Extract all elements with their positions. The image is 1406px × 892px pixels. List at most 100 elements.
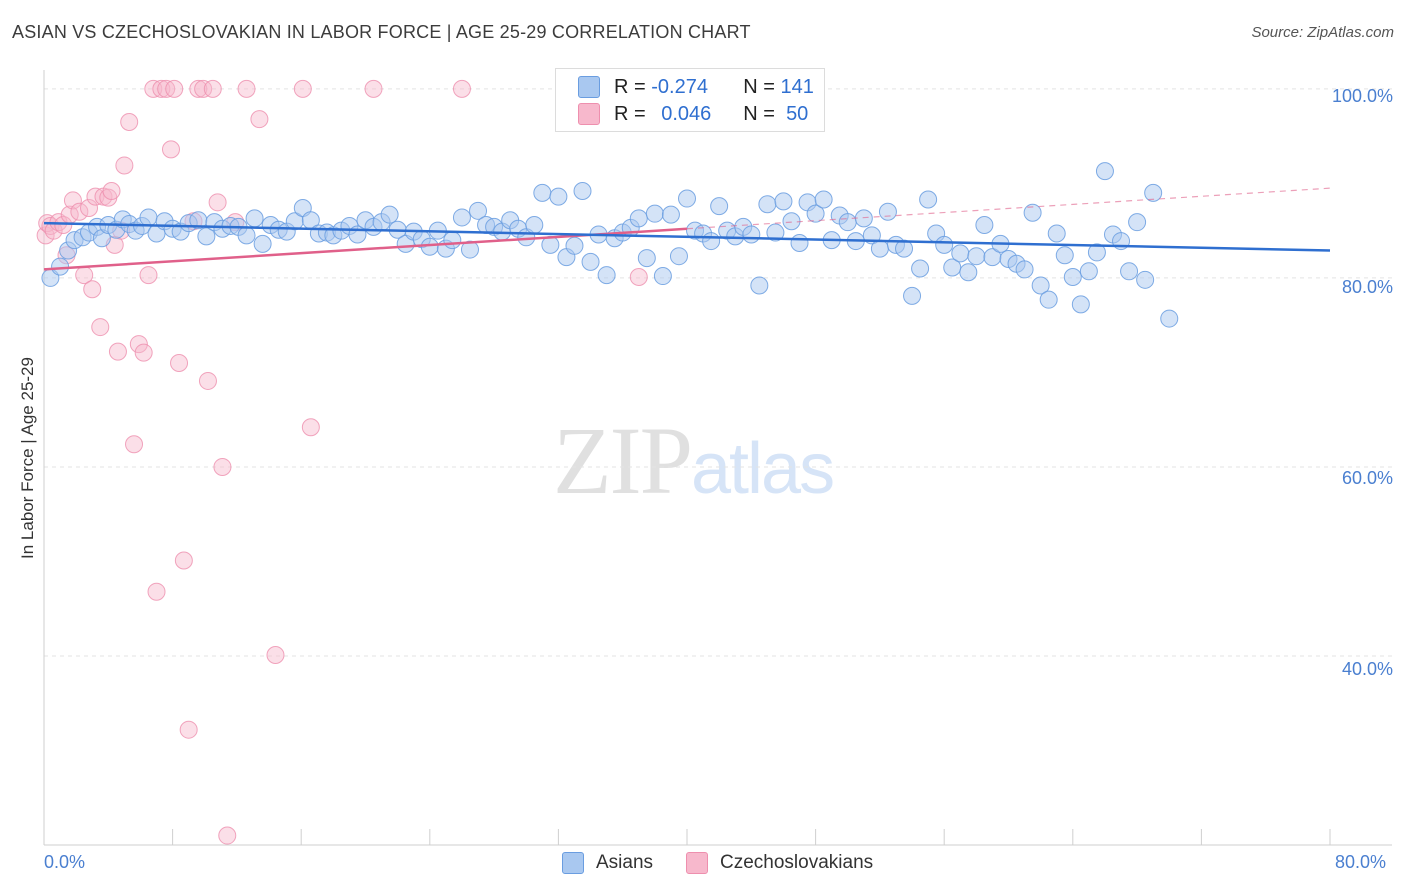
asian-point [1015, 260, 1034, 279]
asian-point [443, 231, 462, 250]
asian-point [790, 233, 809, 252]
legend-n-value-czech: 50 [786, 102, 809, 125]
legend-r-value-asian: -0.274 [651, 75, 708, 98]
watermark: ZIPatlas [553, 405, 835, 516]
asian-point [911, 259, 930, 278]
czech-point [208, 193, 227, 212]
legend-row-asian: R = -0.274 N = 141 [578, 74, 814, 100]
watermark-atlas: atlas [691, 429, 835, 509]
asian-point [139, 208, 158, 227]
legend-n-label: N = [743, 75, 775, 98]
legend-n-label: N = [743, 102, 775, 125]
legend-swatch-czech [578, 103, 600, 125]
czech-point [125, 435, 144, 454]
czech-point [266, 646, 285, 665]
asian-point [1144, 183, 1163, 202]
asian-point [766, 223, 785, 242]
bottom-legend-swatch-asian [562, 852, 584, 874]
czech-point [452, 79, 471, 98]
asian-point [878, 202, 897, 221]
czech-point [139, 266, 158, 285]
legend-r-value-czech: 0.046 [661, 102, 712, 125]
czech-point [115, 156, 134, 175]
czech-point [83, 280, 102, 299]
source-credit: Source: ZipAtlas.com [1251, 24, 1394, 41]
czech-point [63, 191, 82, 210]
asian-point [533, 183, 552, 202]
asian-point [1023, 203, 1042, 222]
y-tick-label-100: 100.0% [1331, 86, 1393, 106]
bottom-legend-label-czech: Czechoslovakians [720, 852, 874, 873]
asian-point [565, 236, 584, 255]
czech-point [203, 79, 222, 98]
asian-point [774, 192, 793, 211]
asian-point [1128, 213, 1147, 232]
asian-point [1063, 267, 1082, 286]
bottom-legend-label-asian: Asians [596, 852, 654, 873]
legend-r-label: R = [614, 102, 646, 125]
asian-point [758, 195, 777, 214]
asian-point [237, 226, 256, 245]
asian-point [380, 205, 399, 224]
czech-point [293, 79, 312, 98]
asian-point [245, 209, 264, 228]
asian-point [1087, 243, 1106, 262]
czech-point [108, 342, 127, 361]
czech-point [54, 216, 73, 234]
czech-point [70, 202, 89, 221]
legend-n-value-asian: 141 [780, 75, 814, 98]
czech-point [198, 371, 217, 390]
czech-point [301, 418, 320, 437]
asian-point [678, 189, 696, 208]
bottom-legend-asian: Asians [562, 852, 653, 874]
asian-point [645, 204, 664, 223]
czech-point [91, 318, 110, 337]
asian-point [420, 237, 439, 256]
asian-point [806, 204, 825, 223]
czech-point [629, 267, 648, 286]
watermark-zip: ZIP [553, 407, 693, 514]
asian-point [870, 239, 889, 258]
czech-point [189, 79, 208, 98]
asian-point [1039, 290, 1058, 309]
czech-point [152, 79, 171, 98]
asian-point [895, 239, 914, 258]
asian-point [653, 267, 672, 286]
legend-r-label: R = [614, 75, 646, 98]
bottom-legend-swatch-czech [686, 852, 708, 874]
asian-point [919, 190, 938, 209]
asian-point [742, 225, 761, 244]
asian-point [629, 209, 648, 228]
asian-point [1120, 262, 1139, 281]
asian-point [702, 232, 721, 251]
asian-point [967, 247, 986, 266]
asian-point [903, 286, 922, 305]
asian-point [1031, 276, 1050, 295]
asian-point [573, 181, 592, 200]
asian-point [469, 201, 488, 220]
legend-swatch-asian [578, 76, 600, 98]
czech-point [134, 343, 153, 362]
czech-point [179, 720, 198, 739]
czech-point [174, 551, 193, 570]
asian-point [253, 234, 272, 253]
asian-point [460, 240, 479, 259]
y-tick-label-80: 80.0% [1341, 277, 1393, 297]
asian-point [951, 244, 970, 263]
legend-row-czech: R = 0.046 N = 50 [578, 101, 808, 127]
czech-point [102, 181, 121, 200]
chart-title: ASIAN VS CZECHOSLOVAKIAN IN LABOR FORCE … [12, 22, 751, 42]
y-tick-label-60: 60.0% [1341, 468, 1393, 488]
asian-point [1136, 270, 1155, 289]
czech-point [165, 79, 184, 98]
asian-point [814, 190, 833, 209]
czech-point [161, 140, 180, 159]
asian-point [51, 257, 70, 276]
asian-point [750, 276, 769, 295]
asian-point [197, 227, 216, 246]
czech-point [218, 826, 237, 845]
asian-point [838, 213, 857, 232]
czech-point [364, 79, 383, 98]
czech-point [147, 582, 166, 601]
